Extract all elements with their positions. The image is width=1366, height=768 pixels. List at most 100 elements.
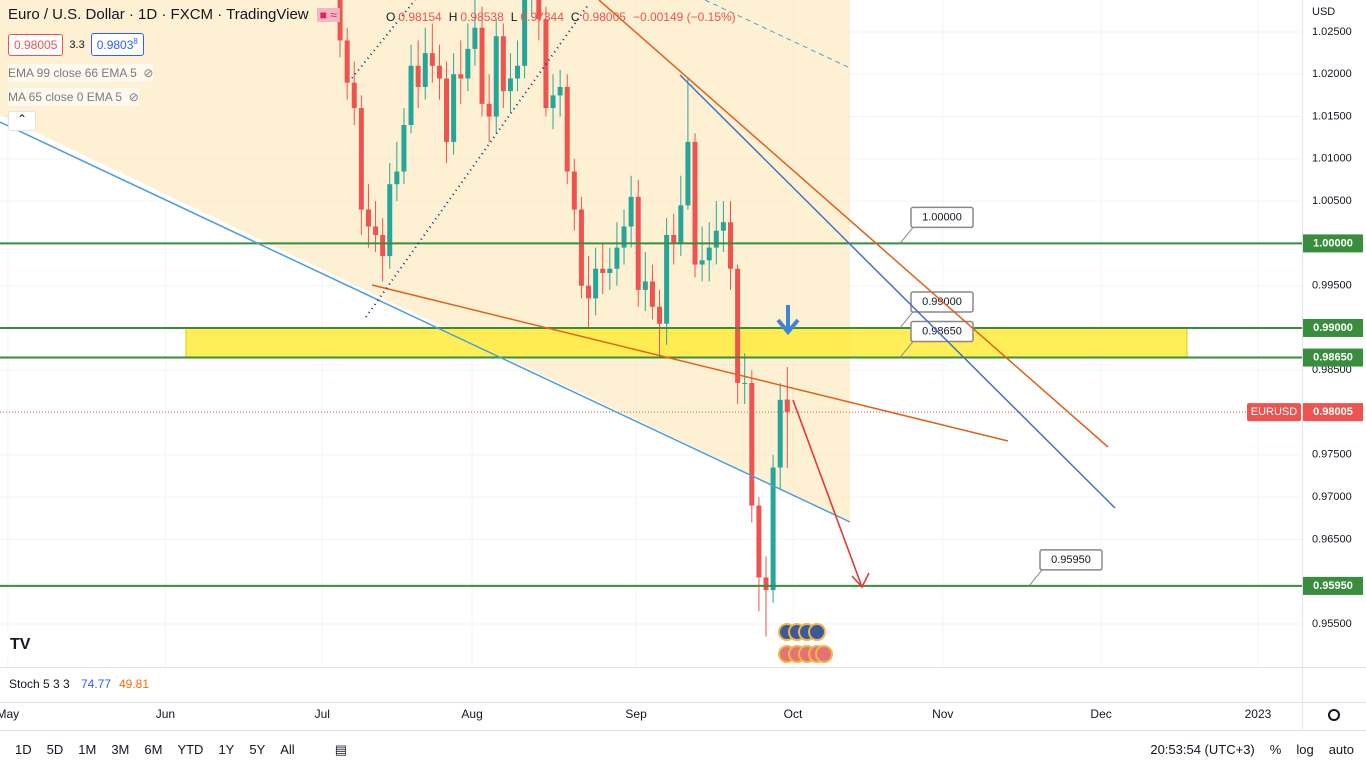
candle-body	[593, 268, 599, 299]
level-price-box	[1303, 318, 1363, 337]
ohlc-value: 0.97344	[520, 10, 564, 24]
level-price-label: 0.99000	[1313, 322, 1353, 334]
candle-body	[671, 234, 677, 244]
ohlc-key: L	[510, 10, 518, 24]
candle-body	[586, 285, 592, 299]
range-button[interactable]: 5Y	[249, 742, 266, 757]
x-tick-label: Jun	[156, 707, 175, 721]
level-price-box	[1303, 576, 1363, 595]
trend-line	[371, 284, 1009, 442]
candle-body	[742, 382, 748, 384]
candle-body	[642, 281, 648, 290]
candle-body	[699, 260, 705, 265]
candle-body	[621, 226, 627, 248]
shaded-area	[0, 0, 850, 522]
ohlc-change: −0.00149 (−0.15%)	[632, 10, 736, 24]
candle-body	[777, 399, 783, 468]
range-button[interactable]: All	[280, 742, 295, 757]
callout-pointer	[899, 341, 914, 358]
symbol-label: EURUSD	[1251, 406, 1298, 418]
ohlc-value: 0.98154	[398, 10, 442, 24]
buy-pip: 8	[133, 37, 138, 46]
y-tick-label: 1.01500	[1312, 110, 1352, 122]
candle-body	[351, 82, 357, 109]
candle-body	[472, 27, 478, 49]
callout-pointer	[1028, 569, 1043, 587]
y-tick-label: 0.97500	[1312, 449, 1352, 461]
indicator-label: EMA 99 close 66 EMA 5	[8, 66, 137, 80]
candle-body	[394, 171, 400, 185]
candle-body	[380, 234, 386, 257]
x-tick-label: Dec	[1090, 707, 1111, 721]
candle-body	[422, 53, 428, 87]
indicator[interactable]: EMA 99 close 66 EMA 5 ⊘	[8, 64, 154, 82]
candle-body	[408, 65, 414, 125]
stoch-name: Stoch 5 3 3	[9, 677, 70, 691]
ohlc-value: 0.98005	[582, 10, 626, 24]
callout-label: 1.00000	[922, 211, 962, 223]
buy-price[interactable]: 0.98038	[90, 33, 144, 56]
candle-body	[493, 36, 499, 117]
down-arrow	[776, 305, 800, 336]
stoch-k: 74.77	[81, 677, 111, 691]
range-button[interactable]: 1D	[15, 742, 32, 757]
ohlc-key: C	[570, 10, 580, 24]
candle-body	[550, 95, 556, 109]
zone	[185, 327, 1188, 359]
callout-box	[910, 320, 974, 343]
icons[interactable]: ■ ≈	[316, 7, 340, 22]
candle-body	[614, 247, 620, 269]
y-tick-label: 0.99500	[1312, 280, 1352, 292]
symbol-title[interactable]: Euro / U.S. Dollar · 1D · FXCM · Trading…	[8, 6, 309, 23]
level-price-box	[1303, 348, 1363, 367]
candle-body	[415, 65, 421, 87]
range-button[interactable]: 5D	[46, 742, 64, 757]
candle-body	[600, 268, 606, 273]
candle-body	[373, 226, 379, 235]
y-tick-label: 0.97000	[1312, 491, 1352, 503]
ohlc-key: O	[386, 10, 396, 24]
scale-option[interactable]: auto	[1328, 742, 1354, 757]
candle-body	[607, 268, 613, 273]
date-range-icon[interactable]: ▤	[334, 741, 347, 757]
range-button[interactable]: YTD	[177, 742, 204, 757]
candle-body	[507, 78, 513, 92]
candle-body	[628, 196, 634, 227]
trade-buttons: 0.98005 3.3 0.98038	[8, 33, 144, 56]
settings-icon[interactable]	[1328, 709, 1340, 721]
x-tick-label: Oct	[784, 707, 803, 721]
candle-body	[458, 74, 464, 79]
trend-line	[598, 0, 1109, 448]
candle-body	[536, 0, 542, 20]
scale-option[interactable]: %	[1269, 742, 1282, 757]
candle-body	[429, 53, 435, 66]
last-price-label: 0.98005	[1313, 406, 1353, 418]
y-tick-label: 1.02000	[1312, 68, 1352, 80]
bottom-toolbar: 1D 5D 1M 3M 6M YTD 1Y 5Y All ▤ 20:53:54 (UTC+3)% lo…	[0, 730, 1366, 768]
y-tick-label: 1.01000	[1312, 153, 1352, 165]
range-button[interactable]: 6M	[144, 742, 163, 757]
indicator[interactable]: MA 65 close 0 EMA 5 ⊘	[8, 88, 139, 106]
collapse-button[interactable]: ⌃	[8, 111, 36, 131]
candle-body	[749, 382, 755, 506]
candle-body	[784, 399, 790, 413]
range-button[interactable]: 3M	[111, 742, 130, 757]
ohlc-key: H	[448, 10, 458, 24]
candle-body	[713, 230, 719, 248]
candle-body	[451, 74, 457, 142]
candle-body	[735, 268, 741, 383]
indicator-label: MA 65 close 0 EMA 5	[8, 90, 123, 104]
candle-body	[358, 108, 364, 210]
sell-price[interactable]: 0.98005	[8, 33, 64, 56]
candle-body	[578, 209, 584, 286]
range-button[interactable]: 1M	[78, 742, 97, 757]
header: Euro / U.S. Dollar · 1D · FXCM · Trading…	[8, 6, 340, 23]
candle-body	[515, 65, 521, 79]
scale-option[interactable]: log	[1296, 742, 1314, 757]
candle-body	[557, 86, 563, 96]
chart: 1.00000 0.99000 0.98650 0.95950 May Jun Jul Au…	[0, 0, 1366, 730]
candle-body	[401, 124, 407, 172]
range-button[interactable]: 1Y	[218, 742, 235, 757]
x-tick-label: Jul	[315, 707, 330, 721]
candle-body	[486, 103, 492, 117]
